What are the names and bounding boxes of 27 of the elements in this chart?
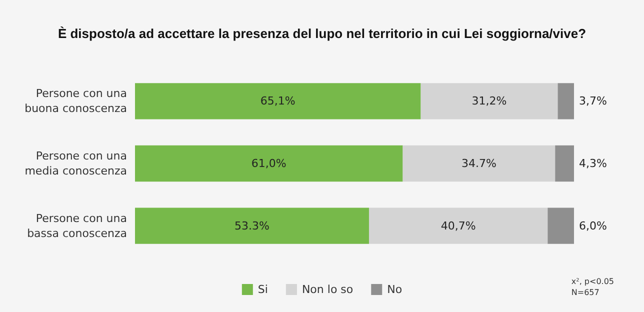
text: N=657	[571, 288, 600, 297]
bar	[555, 145, 574, 182]
y-tick-label: Persone con una media conoscenza	[24, 150, 127, 178]
chart-title: È disposto/a ad accettare la presenza del lupo nel territorio in cui Lei soggiorna/vive?	[58, 26, 586, 41]
data-label: 34.7%	[461, 157, 496, 170]
data-label: 53.3%	[234, 219, 270, 232]
bar	[402, 145, 556, 182]
data-label: 3,7%	[579, 94, 607, 108]
legend-label: Si	[258, 283, 268, 296]
data-label: 40,7%	[440, 219, 476, 232]
y-tick-label: Persone con una bassa conoscenza	[27, 212, 127, 240]
y-tick-label: Persone con una buona conoscenza	[24, 87, 127, 116]
bar	[135, 208, 369, 244]
data-label: 61,0%	[251, 157, 286, 170]
legend-label: No	[387, 283, 402, 296]
data-label: 4,3%	[579, 157, 607, 170]
data-label: 6,0%	[579, 219, 607, 232]
bar	[135, 145, 403, 182]
legend-label: Non lo so	[302, 283, 354, 296]
data-label: 65,1%	[260, 94, 296, 108]
bar	[420, 83, 558, 120]
data-label: 31,2%	[472, 94, 507, 108]
bar	[558, 83, 574, 120]
bar	[135, 83, 421, 120]
bar	[368, 208, 548, 244]
text: x², p<0.05	[571, 277, 614, 286]
bar	[548, 208, 574, 244]
